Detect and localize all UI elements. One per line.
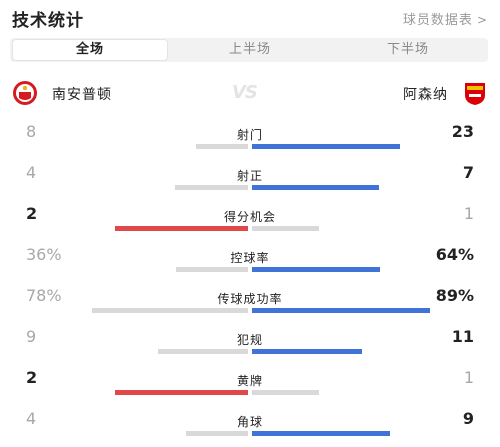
home-stat-value: 36% xyxy=(26,245,62,264)
stat-row: 9 犯规 11 xyxy=(0,327,500,365)
away-stat-value: 11 xyxy=(451,327,474,346)
stat-label: 射正 xyxy=(236,169,263,183)
stat-row: 78% 传球成功率 89% xyxy=(0,286,500,324)
arsenal-crest-icon xyxy=(465,83,485,105)
away-stat-bar xyxy=(252,308,430,313)
chevron-right-icon: > xyxy=(476,13,488,27)
away-stat-value: 9 xyxy=(462,409,474,428)
away-stat-value: 64% xyxy=(435,245,474,264)
tab-second-half[interactable]: 下半场 xyxy=(386,42,429,57)
home-stat-value: 78% xyxy=(26,286,62,305)
home-stat-bar xyxy=(186,431,248,436)
stat-label: 得分机会 xyxy=(223,210,276,224)
southampton-crest-icon xyxy=(13,81,37,105)
home-stat-bar xyxy=(115,226,248,231)
home-stat-value: 2 xyxy=(26,368,38,387)
player-stats-link[interactable]: 球员数据表 > xyxy=(403,9,488,28)
section-title: 技术统计 xyxy=(12,11,84,31)
away-stat-bar xyxy=(252,144,400,149)
stat-row: 4 射正 7 xyxy=(0,163,500,201)
stat-row: 4 角球 9 xyxy=(0,409,500,447)
away-stat-value: 89% xyxy=(435,286,474,305)
home-stat-value: 4 xyxy=(26,163,37,182)
away-stat-bar xyxy=(252,185,379,190)
home-stat-bar xyxy=(176,267,248,272)
home-team-name: 南安普顿 xyxy=(52,87,112,103)
stat-label: 黄牌 xyxy=(236,374,263,388)
home-stat-bar xyxy=(115,390,248,395)
home-stat-bar xyxy=(92,308,248,313)
tab-full-match[interactable]: 全场 xyxy=(12,39,168,61)
stat-row: 2 黄牌 1 xyxy=(0,368,500,406)
stat-label: 传球成功率 xyxy=(217,292,283,306)
home-stat-value: 9 xyxy=(26,327,37,346)
player-stats-link-label: 球员数据表 xyxy=(402,13,473,28)
stat-label: 射门 xyxy=(236,128,263,142)
teams-row: 南安普顿 VS 阿森纳 xyxy=(0,78,500,108)
home-stat-value: 8 xyxy=(26,122,37,141)
home-stat-bar xyxy=(158,349,248,354)
stat-label: 控球率 xyxy=(230,251,270,265)
stat-row: 2 得分机会 1 xyxy=(0,204,500,242)
away-team-name: 阿森纳 xyxy=(403,87,448,103)
home-stat-value: 4 xyxy=(26,409,37,428)
stat-row: 8 射门 23 xyxy=(0,122,500,160)
stats-header: 技术统计 球员数据表 > xyxy=(0,0,500,34)
stat-row: 36% 控球率 64% xyxy=(0,245,500,283)
away-stat-bar xyxy=(252,226,319,231)
home-stat-value: 2 xyxy=(26,204,38,223)
away-stat-value: 1 xyxy=(463,368,474,387)
away-stat-bar xyxy=(252,267,380,272)
away-stat-bar xyxy=(252,349,362,354)
away-stat-value: 7 xyxy=(462,163,474,182)
stat-label: 角球 xyxy=(236,415,263,429)
away-stat-bar xyxy=(252,431,390,436)
away-stat-bar xyxy=(252,390,319,395)
stat-label: 犯规 xyxy=(236,333,263,347)
home-stat-bar xyxy=(175,185,248,190)
away-stat-value: 23 xyxy=(451,122,474,141)
home-stat-bar xyxy=(196,144,248,149)
period-tabs: 全场 上半场 下半场 xyxy=(10,38,488,62)
vs-label: VS xyxy=(232,82,258,103)
tab-first-half[interactable]: 上半场 xyxy=(228,42,271,57)
away-stat-value: 1 xyxy=(463,204,474,223)
